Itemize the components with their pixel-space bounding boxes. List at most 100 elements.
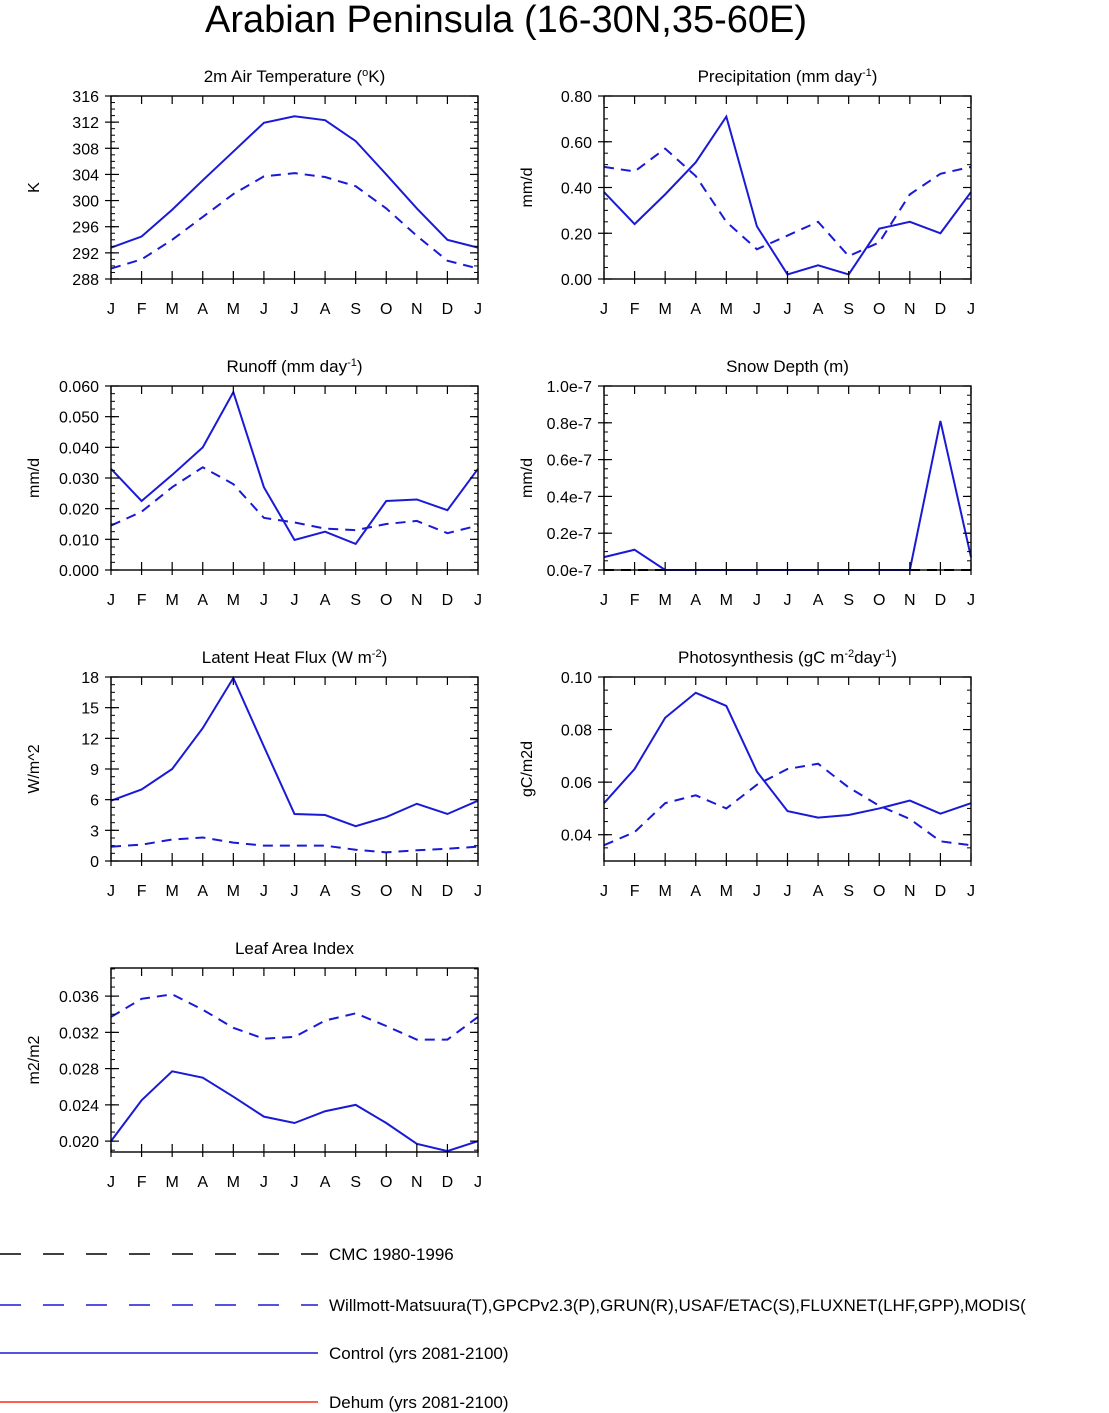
precipitation-x-tick-label: S [843,301,854,318]
gpp-x-tick-label: D [935,883,947,900]
snow-y-tick-label: 0.0e-7 [547,563,592,580]
lai-x-tick-label: J [107,1174,115,1191]
runoff-series-obs [110,466,479,535]
lhf-plot-frame [110,676,479,862]
temperature-x-tick-label: O [380,301,392,318]
lhf-y-tick-label: 0 [90,854,99,871]
snow-x-tick-label: A [813,592,824,609]
snow-x-tick-label: M [720,592,733,609]
lai-x-tick-label: O [380,1174,392,1191]
temperature-series-obs [110,172,479,270]
lhf-x-tick-label: M [166,883,179,900]
temperature-x-tick-label: M [227,301,240,318]
snow-x-tick-label: N [904,592,916,609]
gpp-x-tick-label: M [720,883,733,900]
snow-x-tick-label: S [843,592,854,609]
runoff-x-tick-label: S [350,592,361,609]
precipitation-x-tick-label: J [967,301,975,318]
lhf-y-tick-label: 12 [81,731,99,748]
lai-x-tick-label: M [166,1174,179,1191]
temperature-x-tick-label: D [442,301,454,318]
temperature-x-tick-label: M [166,301,179,318]
runoff-series-control [110,389,479,546]
runoff-x-tick-label: M [227,592,240,609]
lhf-x-tick-label: J [107,883,115,900]
gpp-x-tick-label: F [630,883,640,900]
temperature-x-tick-label: N [411,301,423,318]
legend-label-control: Control (yrs 2081-2100) [329,1344,509,1363]
precipitation-series-obs [603,147,972,258]
runoff-y-tick-label: 0.010 [59,532,99,549]
runoff-y-axis-label: mm/d [26,458,43,498]
lai-x-tick-label: M [227,1174,240,1191]
precipitation-x-tick-label: M [720,301,733,318]
lhf-y-tick-label: 15 [81,701,99,718]
gpp-x-tick-label: J [600,883,608,900]
lai-y-tick-label: 0.024 [59,1098,99,1115]
lhf-y-axis-label: W/m^2 [26,744,43,793]
temperature-y-tick-label: 304 [72,167,99,184]
lai-y-tick-label: 0.036 [59,989,99,1006]
runoff-x-tick-label: O [380,592,392,609]
temperature-x-tick-label: J [107,301,115,318]
lai-series-obs [110,993,479,1041]
temperature-x-tick-label: J [291,301,299,318]
legend: CMC 1980-1996 Willmott-Matsuura(T),GPCPv2… [0,1245,1026,1412]
temperature-y-tick-label: 292 [72,246,99,263]
temperature-y-tick-label: 288 [72,272,99,289]
gpp-series-control [603,691,972,819]
chart-snow: J F M A M J J A S O N D J 0.0e-7 0.2e-7 0.4e-7 0.6e-7 0.8… [519,357,975,609]
lai-x-tick-label: F [137,1174,147,1191]
lai-x-tick-label: A [320,1174,331,1191]
legend-label-cmc: CMC 1980-1996 [329,1245,454,1264]
runoff-y-tick-label: 0.020 [59,502,99,519]
runoff-x-tick-label: A [320,592,331,609]
page-title: Arabian Peninsula (16-30N,35-60E) [205,0,807,41]
lhf-x-tick-label: A [197,883,208,900]
lhf-x-tick-label: S [350,883,361,900]
temperature-y-axis-label: K [26,182,43,193]
lai-x-tick-label: D [442,1174,454,1191]
lai-y-tick-label: 0.020 [59,1134,99,1151]
lai-y-tick-label: 0.032 [59,1025,99,1042]
temperature-y-tick-label: 296 [72,220,99,237]
chart-precipitation: J F M A M J J A S O N D J 0.00 0.20 0.40 0.60 0.80 mm/d Pre… [519,67,975,318]
temperature-x-tick-label: F [137,301,147,318]
lhf-title: Latent Heat Flux (W m-2) [202,648,388,667]
temperature-x-tick-label: A [197,301,208,318]
precipitation-x-tick-label: M [659,301,672,318]
temperature-y-tick-label: 312 [72,115,99,132]
lai-x-tick-label: J [474,1174,482,1191]
temperature-y-tick-label: 316 [72,89,99,106]
gpp-y-tick-label: 0.10 [561,670,592,687]
chart-runoff: J F M A M J J A S O N D J 0.000 0.010 0.020 0.030 0.040 0.… [26,357,482,609]
gpp-x-tick-label: J [784,883,792,900]
precipitation-y-tick-label: 0.60 [561,135,592,152]
lhf-x-tick-label: N [411,883,423,900]
snow-y-tick-label: 1.0e-7 [547,379,592,396]
precipitation-series-control [603,114,972,276]
precipitation-plot-frame [603,95,972,280]
gpp-y-tick-label: 0.04 [561,828,592,845]
precipitation-x-tick-label: J [784,301,792,318]
lhf-x-tick-label: O [380,883,392,900]
lai-y-axis-label: m2/m2 [26,1035,43,1084]
snow-x-tick-label: M [659,592,672,609]
snow-y-tick-label: 0.4e-7 [547,489,592,506]
chart-lai: J F M A M J J A S O N D J 0.020 0.024 0.028 0.032 0.036 m2… [26,939,482,1191]
lai-y-tick-label: 0.028 [59,1062,99,1079]
snow-title: Snow Depth (m) [726,357,849,376]
snow-x-tick-label: A [690,592,701,609]
runoff-x-tick-label: A [197,592,208,609]
lhf-x-tick-label: A [320,883,331,900]
gpp-x-tick-label: O [873,883,885,900]
runoff-y-tick-label: 0.000 [59,563,99,580]
gpp-x-tick-label: J [967,883,975,900]
gpp-y-tick-label: 0.06 [561,775,592,792]
temperature-y-tick-label: 308 [72,141,99,158]
snow-x-tick-label: J [784,592,792,609]
chart-temperature: J F M A M J J A S O N D J 288 292 296 300 304 308 312 316 K 2m… [26,67,482,318]
temperature-title: 2m Air Temperature (oK) [204,67,386,86]
gpp-y-tick-label: 0.08 [561,723,592,740]
snow-series-control [603,420,972,571]
